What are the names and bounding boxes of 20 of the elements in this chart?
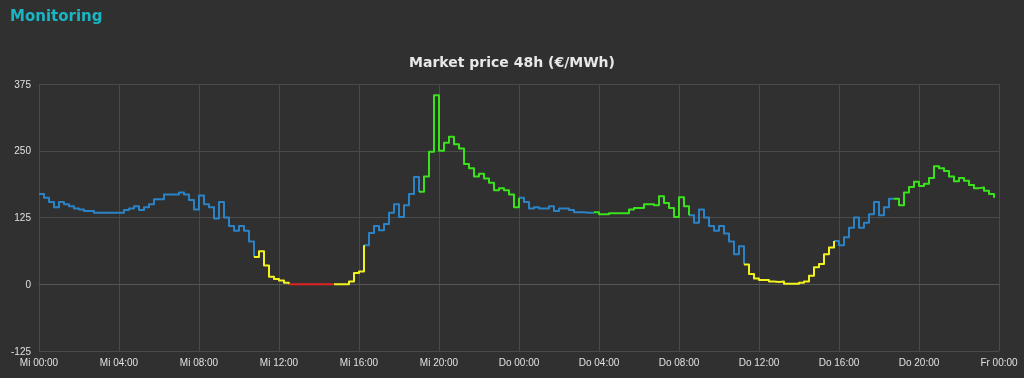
x-tick-label: Do 20:00 <box>898 356 940 368</box>
x-tick-label: Mi 00:00 <box>19 356 59 368</box>
y-tick-label: 0 <box>25 278 32 290</box>
y-tick-label: -125 <box>10 345 32 357</box>
text: Monitoring <box>10 6 103 25</box>
x-tick-label: Mi 20:00 <box>419 356 459 368</box>
x-tick-label: Do 12:00 <box>738 356 780 368</box>
x-tick-label: Do 08:00 <box>658 356 700 368</box>
chart-title: Market price 48h (€/MWh) <box>409 54 615 70</box>
x-tick-label: Mi 08:00 <box>179 356 219 368</box>
x-tick-label: Fr 00:00 <box>980 356 1019 368</box>
x-tick-label: Do 04:00 <box>578 356 620 368</box>
y-tick-label: 250 <box>14 145 32 157</box>
x-tick-label: Mi 04:00 <box>99 356 139 368</box>
x-tick-label: Do 16:00 <box>818 356 860 368</box>
x-tick-label: Mi 16:00 <box>339 356 379 368</box>
x-tick-label: Mi 12:00 <box>259 356 299 368</box>
y-tick-label: 125 <box>14 212 32 223</box>
x-tick-label: Do 00:00 <box>498 356 540 368</box>
y-tick-label: 375 <box>14 78 32 90</box>
